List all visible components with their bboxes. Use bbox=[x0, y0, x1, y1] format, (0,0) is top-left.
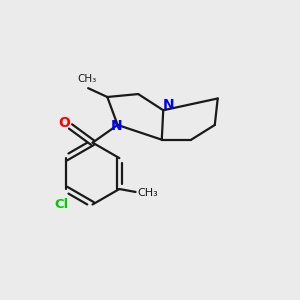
Text: CH₃: CH₃ bbox=[77, 74, 96, 84]
Text: N: N bbox=[163, 98, 174, 112]
Text: O: O bbox=[59, 116, 70, 130]
Text: Cl: Cl bbox=[54, 198, 68, 211]
Text: CH₃: CH₃ bbox=[137, 188, 158, 198]
Text: N: N bbox=[110, 119, 122, 134]
